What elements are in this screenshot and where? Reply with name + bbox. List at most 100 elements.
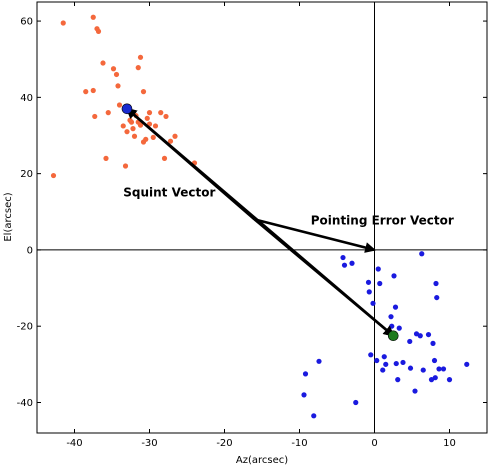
data-point — [120, 123, 126, 129]
data-point — [150, 134, 156, 141]
highlighted-points — [121, 103, 399, 342]
annotations: Squint Vector Pointing Error Vector — [123, 186, 454, 228]
data-point — [420, 367, 426, 373]
y-tick-label: -40 — [17, 398, 33, 409]
data-point — [113, 71, 120, 78]
data-point — [90, 14, 96, 20]
data-point — [389, 323, 395, 329]
data-point — [90, 87, 96, 94]
data-point — [400, 359, 406, 366]
y-axis-ticks: -40 -20 0 20 40 60 — [17, 17, 487, 409]
y-tick-label: 20 — [20, 169, 33, 180]
data-point — [388, 314, 394, 320]
data-point — [302, 371, 309, 377]
data-point — [396, 325, 402, 331]
highlight-point — [387, 330, 399, 342]
annotation-label: Pointing Error Vector — [311, 213, 454, 227]
data-point — [395, 377, 401, 383]
data-point — [434, 294, 440, 301]
data-point — [158, 110, 164, 116]
data-point — [417, 333, 423, 339]
data-point — [83, 89, 89, 95]
data-point — [146, 110, 153, 116]
data-point — [365, 279, 372, 285]
data-point — [103, 155, 109, 161]
data-point — [432, 375, 438, 381]
y-tick-label: 0 — [27, 245, 33, 256]
data-point — [105, 110, 111, 116]
data-point — [115, 83, 121, 89]
x-tick-label: -40 — [66, 438, 82, 449]
data-point — [116, 102, 123, 108]
data-point — [122, 163, 129, 169]
y-tick-label: -20 — [17, 322, 33, 333]
data-point — [392, 304, 399, 310]
data-point — [393, 360, 399, 367]
data-point — [92, 113, 98, 120]
squint-vector-line — [125, 107, 395, 337]
data-point — [446, 377, 453, 383]
data-point — [50, 172, 57, 179]
data-point — [152, 123, 159, 129]
data-point — [131, 133, 138, 139]
data-point — [377, 280, 383, 287]
data-point — [144, 115, 150, 121]
data-point — [412, 388, 418, 394]
data-point — [340, 254, 346, 261]
data-point — [341, 262, 348, 268]
data-point — [433, 280, 439, 287]
highlight-point — [121, 103, 133, 115]
data-point — [161, 155, 168, 161]
data-point — [383, 361, 389, 367]
data-point — [431, 357, 438, 364]
data-point — [60, 20, 66, 26]
data-point — [128, 119, 135, 125]
y-tick-label: 40 — [20, 93, 33, 104]
data-point — [368, 352, 374, 358]
data-point — [301, 392, 307, 398]
x-tick-label: -20 — [216, 438, 232, 449]
x-tick-label: 10 — [443, 438, 456, 449]
data-point — [374, 357, 380, 364]
data-point — [407, 365, 414, 371]
y-axis-label: El(arcsec) — [3, 192, 14, 241]
data-point — [163, 113, 169, 120]
data-point — [370, 300, 376, 306]
data-point — [95, 28, 102, 34]
x-tick-label: -30 — [141, 438, 157, 449]
data-point — [124, 129, 130, 135]
data-point — [440, 366, 447, 372]
x-axis-ticks: -40 -30 -20 -10 0 10 — [66, 2, 456, 449]
data-point — [137, 54, 144, 60]
data-point — [436, 366, 442, 372]
x-axis-label: Az(arcsec) — [236, 455, 288, 466]
data-point — [349, 260, 355, 266]
data-point — [140, 89, 147, 95]
data-point — [110, 66, 117, 72]
data-point — [143, 136, 149, 142]
data-point — [100, 60, 106, 66]
x-tick-label: 0 — [371, 438, 377, 449]
data-point — [375, 266, 381, 272]
data-point — [464, 361, 470, 367]
annotation-label: Squint Vector — [123, 186, 215, 200]
x-tick-label: -10 — [291, 438, 307, 449]
data-point — [135, 65, 141, 71]
data-point — [430, 340, 436, 346]
data-point — [407, 338, 413, 345]
data-point — [130, 126, 136, 132]
data-point — [172, 133, 178, 139]
data-point — [311, 413, 317, 419]
data-point — [381, 354, 387, 360]
data-point — [391, 273, 397, 279]
data-point — [316, 358, 322, 364]
data-point — [425, 331, 432, 338]
data-point — [380, 367, 386, 373]
data-point — [366, 289, 372, 295]
data-point — [419, 251, 425, 257]
vectors — [125, 107, 395, 337]
y-tick-label: 60 — [20, 17, 33, 28]
data-point — [353, 399, 359, 406]
